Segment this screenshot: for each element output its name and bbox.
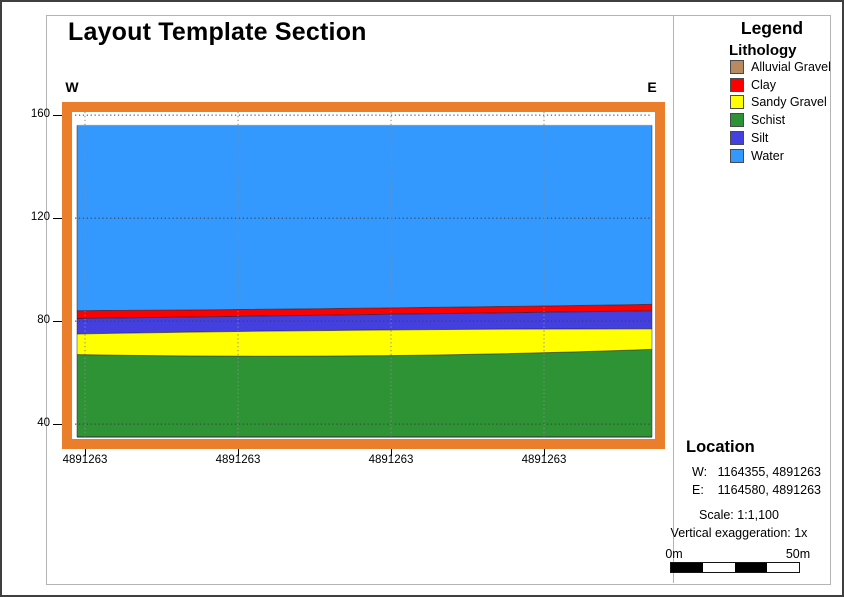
y-axis-tick — [53, 115, 62, 116]
page-frame — [46, 15, 831, 585]
east-end-label: E — [647, 79, 657, 95]
legend-label-clay: Clay — [751, 77, 777, 92]
x-axis-label-1: 4891263 — [62, 454, 108, 466]
legend-label-alluvial-gravel: Alluvial Gravel — [751, 60, 831, 74]
x-axis-tick — [85, 449, 86, 456]
y-axis-label-120: 120 — [30, 211, 50, 223]
x-axis-tick — [544, 449, 545, 456]
y-axis-tick — [53, 424, 62, 425]
scalebar — [670, 562, 800, 573]
legend-label-sandy-gravel: Sandy Gravel — [751, 95, 827, 110]
location-west-key: W: — [692, 465, 708, 479]
vertical-exaggeration-label: Vertical exaggeration: 1x — [670, 526, 808, 540]
x-axis-tick — [238, 449, 239, 456]
location-east-key: E: — [692, 482, 704, 497]
location-west-value: 1164355, 4891263 — [717, 465, 821, 479]
page-title: Layout Template Section — [68, 18, 367, 46]
legend-title: Legend — [740, 18, 804, 38]
y-axis-label-40: 40 — [37, 417, 50, 429]
lithology-group-label: Lithology — [729, 42, 797, 59]
legend-swatch-clay — [730, 77, 744, 92]
x-axis-label-3: 4891263 — [368, 454, 414, 466]
x-axis-label-2: 4891263 — [215, 454, 261, 466]
location-east-value: 1164580, 4891263 — [717, 482, 821, 497]
scalebar-segment — [703, 563, 735, 572]
section-plot — [75, 112, 653, 439]
scale-label: Scale: 1:1,100 — [699, 508, 779, 522]
legend-swatch-schist — [730, 113, 744, 128]
location-entry-west: W: 1164355, 4891263 — [692, 465, 821, 479]
location-entry-east: E: 1164580, 4891263 — [692, 483, 821, 497]
y-axis-label-80: 80 — [37, 314, 50, 326]
scalebar-segment — [671, 563, 703, 572]
legend-label-water: Water — [751, 148, 784, 163]
location-title: Location — [686, 438, 755, 456]
legend-label-schist: Schist — [751, 113, 786, 128]
scalebar-segment — [735, 563, 767, 572]
x-axis-tick — [391, 449, 392, 456]
legend-label-silt: Silt — [751, 130, 769, 145]
legend-swatch-sandy-gravel — [730, 95, 744, 110]
legend-swatch-silt — [730, 130, 744, 145]
x-axis-label-4: 4891263 — [521, 454, 567, 466]
legend-swatch-alluvial-gravel — [730, 60, 744, 74]
y-axis-tick — [53, 218, 62, 219]
west-end-label: W — [65, 79, 79, 95]
y-axis-tick — [53, 321, 62, 322]
scalebar-segment — [767, 563, 799, 572]
y-axis-label-160: 160 — [30, 108, 50, 120]
scalebar-start-label: 0m — [665, 547, 683, 561]
panel-divider — [673, 15, 674, 583]
scalebar-end-label: 50m — [785, 547, 811, 561]
legend-swatch-water — [730, 148, 744, 163]
